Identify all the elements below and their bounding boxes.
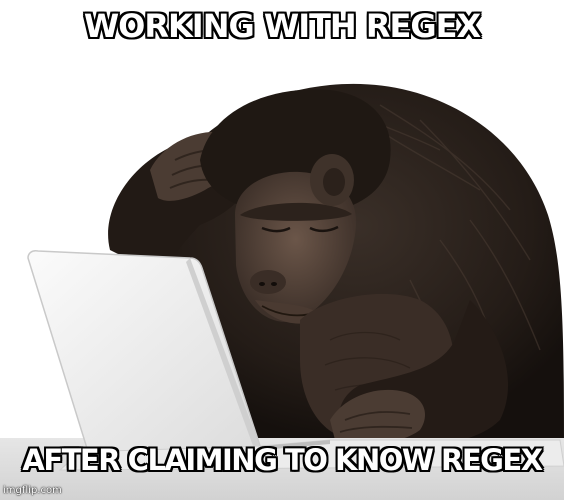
watermark: imgflip.com: [3, 485, 62, 496]
bottom-caption: AFTER CLAIMING TO KNOW REGEX: [22, 443, 543, 477]
laptop-icon: [27, 250, 564, 471]
chimpanzee-icon: [108, 83, 564, 446]
top-caption: WORKING WITH REGEX: [83, 7, 481, 45]
